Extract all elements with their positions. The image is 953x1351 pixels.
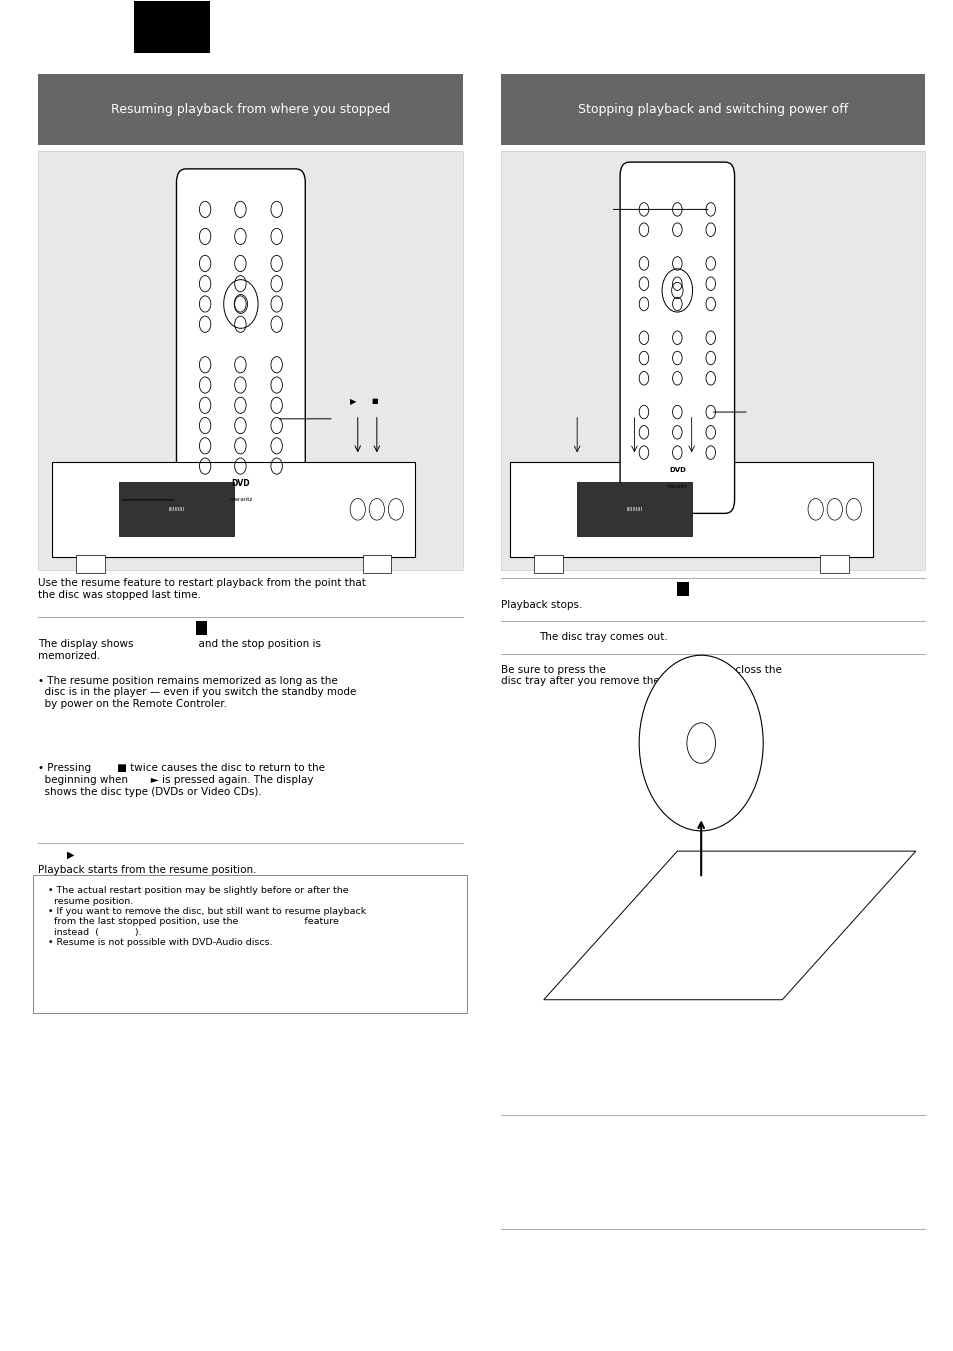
Text: DVD: DVD (232, 480, 250, 488)
Text: • Pressing        ■ twice causes the disc to return to the
  beginning when     : • Pressing ■ twice causes the disc to re… (38, 763, 325, 797)
Text: • The resume position remains memorized as long as the
  disc is in the player —: • The resume position remains memorized … (38, 676, 356, 709)
Text: Resuming playback from where you stopped: Resuming playback from where you stopped (111, 103, 390, 116)
Text: Playback starts from the resume position.: Playback starts from the resume position… (38, 865, 256, 874)
FancyBboxPatch shape (38, 151, 462, 570)
FancyBboxPatch shape (619, 162, 734, 513)
FancyBboxPatch shape (52, 462, 415, 557)
Polygon shape (543, 851, 915, 1000)
Circle shape (639, 655, 762, 831)
FancyBboxPatch shape (38, 74, 462, 145)
FancyBboxPatch shape (500, 151, 924, 570)
FancyBboxPatch shape (176, 169, 305, 527)
Text: • The actual restart position may be slightly before or after the
  resume posit: • The actual restart position may be sli… (48, 886, 366, 947)
Text: marantz: marantz (229, 497, 253, 503)
Text: ▶: ▶ (67, 850, 74, 859)
FancyBboxPatch shape (577, 482, 691, 536)
FancyBboxPatch shape (119, 482, 233, 536)
Text: DVD: DVD (668, 467, 685, 473)
Text: The disc tray comes out.: The disc tray comes out. (538, 632, 667, 642)
Text: ▶: ▶ (350, 397, 355, 405)
Text: IIIIIIIIII: IIIIIIIIII (168, 507, 185, 512)
FancyBboxPatch shape (76, 555, 105, 573)
FancyBboxPatch shape (534, 555, 562, 573)
FancyBboxPatch shape (510, 462, 872, 557)
FancyBboxPatch shape (500, 74, 924, 145)
Circle shape (686, 723, 715, 763)
FancyBboxPatch shape (677, 582, 688, 596)
FancyBboxPatch shape (195, 621, 207, 635)
FancyBboxPatch shape (820, 555, 848, 573)
Text: ■: ■ (372, 399, 377, 404)
Text: Use the resume feature to restart playback from the point that
the disc was stop: Use the resume feature to restart playba… (38, 578, 366, 600)
FancyBboxPatch shape (33, 875, 467, 1013)
Text: Playback stops.: Playback stops. (500, 600, 581, 609)
Text: Be sure to press the                        button to closs the
disc tray after : Be sure to press the button to closs the… (500, 665, 781, 686)
FancyBboxPatch shape (362, 555, 391, 573)
Text: Stopping playback and switching power off: Stopping playback and switching power of… (578, 103, 847, 116)
Text: IIIIIIIIII: IIIIIIIIII (625, 507, 642, 512)
Text: The display shows                    and the stop position is
memorized.: The display shows and the stop position … (38, 639, 321, 661)
FancyBboxPatch shape (133, 1, 210, 53)
Text: marantz: marantz (666, 484, 687, 489)
